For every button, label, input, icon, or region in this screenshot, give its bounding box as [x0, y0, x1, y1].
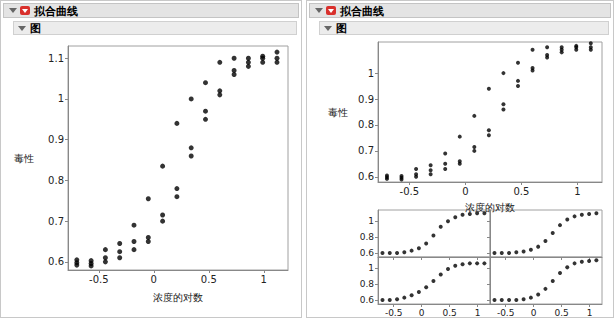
svg-text:浓度的对数: 浓度的对数 [153, 292, 203, 303]
svg-text:1: 1 [368, 263, 374, 273]
svg-text:1: 1 [58, 93, 64, 104]
svg-text:0.6: 0.6 [358, 171, 374, 182]
svg-text:-0.5: -0.5 [497, 308, 515, 318]
svg-text:0.5: 0.5 [555, 308, 569, 318]
svg-text:1: 1 [574, 186, 580, 197]
svg-text:0: 0 [531, 308, 537, 318]
svg-text:浓度的对数: 浓度的对数 [465, 202, 515, 213]
svg-text:0: 0 [462, 186, 468, 197]
svg-text:-0.5: -0.5 [400, 186, 420, 197]
svg-text:-0.5: -0.5 [89, 274, 109, 285]
svg-text:0.8: 0.8 [360, 232, 375, 242]
svg-text:0.8: 0.8 [360, 279, 375, 289]
svg-text:1: 1 [368, 68, 374, 79]
html-text:拟合曲线: 拟合曲线 [340, 5, 384, 18]
svg-text:1: 1 [368, 216, 374, 226]
svg-text:毒性: 毒性 [328, 107, 348, 118]
svg-text:0.5: 0.5 [201, 274, 217, 285]
svg-text:0.8: 0.8 [48, 175, 64, 186]
svg-text:0: 0 [419, 308, 425, 318]
svg-text:0.9: 0.9 [48, 134, 64, 145]
svg-text:0.9: 0.9 [358, 94, 374, 105]
html-text:图: 图 [30, 22, 41, 35]
svg-text:0.5: 0.5 [513, 186, 529, 197]
svg-text:0.7: 0.7 [48, 216, 64, 227]
svg-text:0.5: 0.5 [443, 308, 457, 318]
html-text:图: 图 [336, 22, 347, 35]
svg-text:0.6: 0.6 [360, 248, 375, 258]
svg-text:0.6: 0.6 [360, 295, 375, 305]
html-text:拟合曲线: 拟合曲线 [34, 5, 78, 18]
svg-text:0.6: 0.6 [48, 256, 64, 267]
svg-text:1.1: 1.1 [48, 53, 64, 64]
svg-text:0.8: 0.8 [358, 119, 374, 130]
svg-text:0: 0 [151, 274, 157, 285]
svg-text:1: 1 [261, 274, 267, 285]
svg-text:1: 1 [587, 308, 593, 318]
svg-text:毒性: 毒性 [14, 153, 34, 164]
svg-text:-0.5: -0.5 [385, 308, 403, 318]
svg-text:0.7: 0.7 [358, 145, 374, 156]
svg-text:1: 1 [475, 308, 481, 318]
